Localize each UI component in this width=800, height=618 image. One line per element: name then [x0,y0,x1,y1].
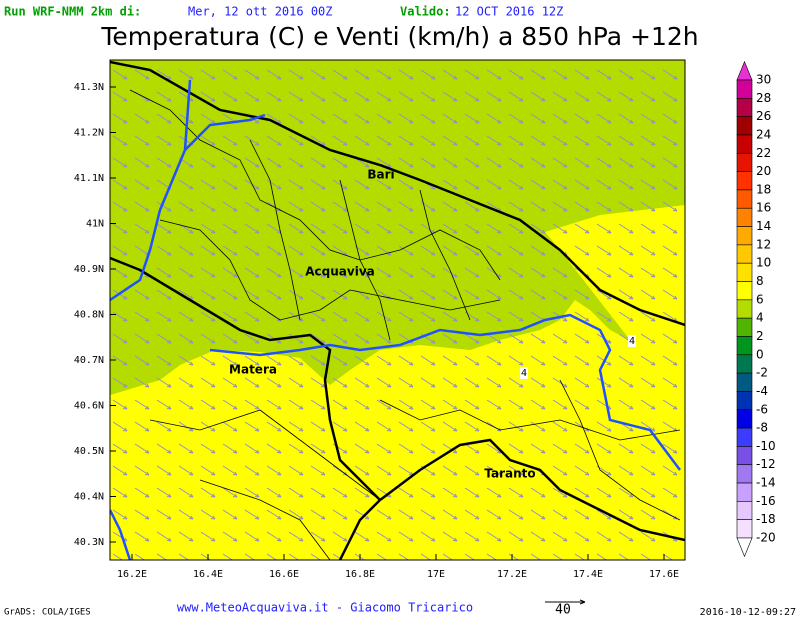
lat-label: 40.3N [74,537,104,548]
colorbar-bottom-triangle [736,537,753,558]
lat-label: 40.7N [74,355,104,366]
colorbar-label: -14 [756,476,776,490]
colorbar-label: 4 [756,311,764,325]
colorbar-box [736,152,753,172]
plot-frame [109,59,686,561]
colorbar-label: 12 [756,237,771,251]
province-borders [110,60,685,560]
vector-key-label: 40 [555,603,571,618]
lat-label: 41N [86,219,104,230]
colorbar-box [736,427,753,447]
lon-label: 16.6E [269,569,299,580]
colorbar-label: -16 [756,494,776,508]
colorbar-box [736,336,753,356]
colorbar-box [736,262,753,282]
map-title: Temperatura (C) e Venti (km/h) a 850 hPa… [100,22,698,51]
colorbar-box [736,372,753,392]
place-name: Matera [229,363,277,377]
run-label: Run WRF-NMM 2km di: [4,5,141,19]
colorbar-label: -12 [756,457,776,471]
lat-label: 40.5N [74,446,104,457]
municipal-borders [129,89,681,560]
lat-label: 40.8N [74,310,104,321]
contour-label-bg [520,367,528,379]
colorbar-label: -8 [756,421,768,435]
lat-label: 40.6N [74,401,104,412]
colorbar-label: 22 [756,146,771,160]
colorbar-box [736,446,753,466]
colorbar-box [736,189,753,209]
lat-label: 41.1N [74,173,104,184]
colorbar-box [736,134,753,154]
footer-center: www.MeteoAcquaviva.it - Giacomo Tricaric… [177,601,473,615]
lat-label: 41.2N [74,128,104,139]
lon-label: 17.2E [497,569,527,580]
colorbar-box [736,244,753,264]
footer-right: 2016-10-12-09:27 [700,607,796,618]
colorbar-box [736,482,753,502]
contour-label: 4 [629,336,635,347]
colorbar-label: 24 [756,127,771,141]
colorbar-box [736,519,753,539]
place-name: Acquaviva [305,265,375,279]
colorbar-label: 0 [756,347,764,361]
lon-label: 17E [427,569,445,580]
lat-label: 40.9N [74,264,104,275]
colorbar-label: 10 [756,256,771,270]
colorbar-label: -10 [756,439,776,453]
map-area [110,60,685,560]
lon-label: 16.4E [193,569,223,580]
place-name: Taranto [484,467,535,481]
colorbar-box [736,281,753,301]
lon-label: 16.8E [345,569,375,580]
colorbar-label: 16 [756,201,771,215]
contour-label: 4 [521,368,527,379]
colorbar-box [736,391,753,411]
colorbar-label: 18 [756,182,771,196]
rivers [110,79,681,560]
colorbar-box [736,116,753,136]
colorbar-label: 8 [756,274,764,288]
colorbar-box [736,464,753,484]
contour-label-bg [628,335,636,347]
colorbar-box [736,317,753,337]
colorbar-box [736,501,753,520]
colorbar-label: -6 [756,402,768,416]
lon-label: 16.2E [117,569,147,580]
vector-key-head [579,599,586,605]
lat-label: 40.4N [74,492,104,503]
lon-label: 17.4E [573,569,603,580]
run-date: Mer, 12 ott 2016 00Z [188,5,333,19]
colorbar-box [736,226,753,246]
colorbar-box [736,79,753,99]
lon-label: 17.6E [649,569,679,580]
colorbar-box [736,98,753,117]
valid-label: Valido: [400,5,451,19]
colorbar-label: -4 [756,384,768,398]
lat-label: 41.3N [74,82,104,93]
valid-date: 12 OCT 2016 12Z [455,5,563,19]
place-name: Bari [367,168,394,182]
colorbar-box [736,354,753,374]
colorbar-label: 14 [756,219,771,233]
footer-left: GrADS: COLA/IGES [4,608,91,618]
colorbar-box [736,299,753,319]
wind-arrows [110,60,685,560]
colorbar-box [736,171,753,191]
colorbar-label: 6 [756,292,764,306]
colorbar-box [736,409,753,429]
colorbar-box [736,207,753,227]
colorbar-top-triangle [736,60,753,81]
colorbar-label: 30 [756,73,771,87]
colorbar-label: -2 [756,366,768,380]
colorbar-label: -18 [756,512,776,526]
colorbar-label: 28 [756,91,771,105]
colorbar-label: -20 [756,531,776,545]
colorbar-label: 20 [756,164,771,178]
colorbar-label: 2 [756,329,764,343]
colorbar-label: 26 [756,109,771,123]
